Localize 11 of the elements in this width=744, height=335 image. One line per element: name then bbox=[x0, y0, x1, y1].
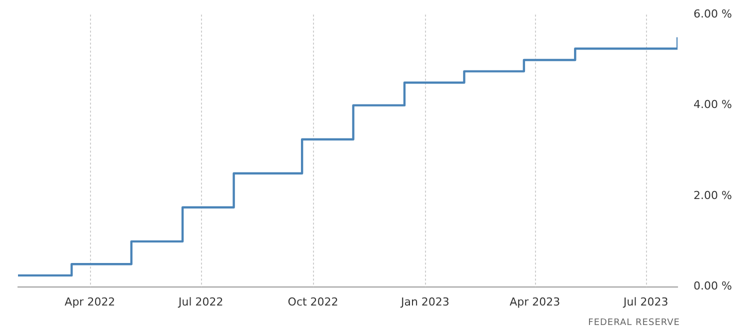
y-tick-label: 6.00 % bbox=[694, 7, 732, 20]
y-tick-label: 2.00 % bbox=[694, 188, 732, 202]
y-tick-label: 4.00 % bbox=[694, 98, 732, 112]
x-tick-label: Apr 2023 bbox=[510, 295, 560, 308]
x-tick-label: Oct 2022 bbox=[288, 295, 338, 308]
x-tick-label: Apr 2022 bbox=[64, 295, 116, 308]
y-tick-label: 0.00 % bbox=[694, 280, 732, 293]
x-tick-label: Jul 2022 bbox=[177, 295, 224, 308]
x-tick-label: Jul 2023 bbox=[622, 295, 668, 308]
x-tick-label: Jan 2023 bbox=[400, 295, 450, 308]
text: FEDERAL RESERVE bbox=[587, 318, 680, 328]
